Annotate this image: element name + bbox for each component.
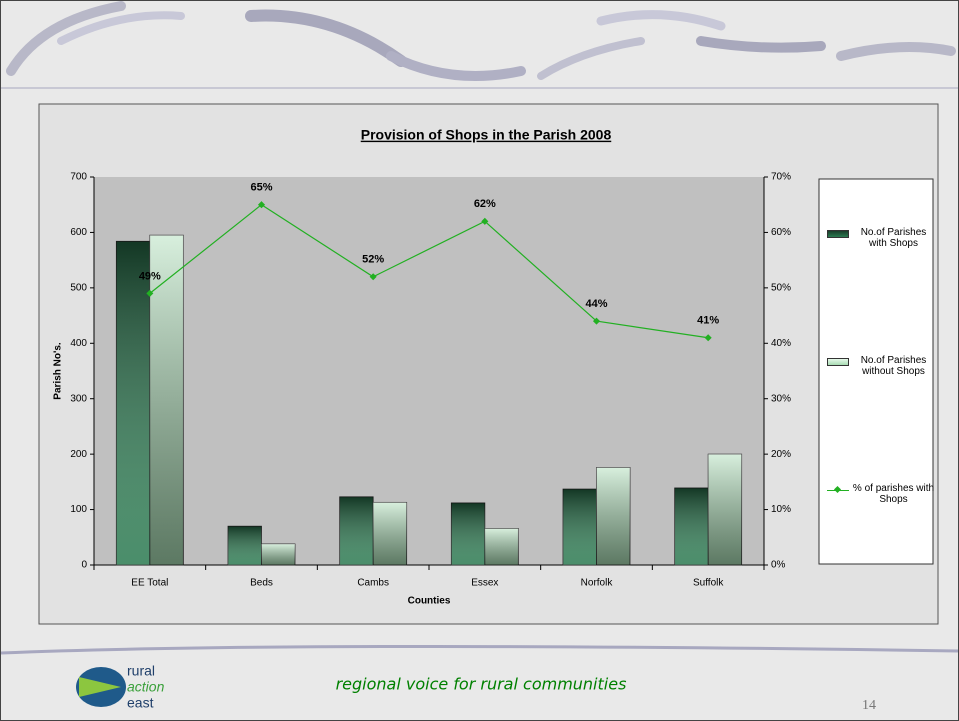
legend-key [827,230,849,238]
point [481,217,489,225]
y-tick-label: 200 [70,449,87,460]
data-label: 52% [362,254,384,266]
logo-text: east [127,695,154,711]
legend-label: No.of Parishes with Shops [860,227,927,249]
y-tick-label: 300 [70,393,87,404]
y2-tick-label: 30% [771,393,791,404]
bar-shade [484,528,519,565]
y2-tick-label: 10% [771,504,791,515]
legend-key [827,358,849,366]
bar-shade [228,526,262,565]
bar-shade [373,502,407,565]
x-tick-label: Suffolk [693,578,724,589]
legend-label: % of parishes with Shops [852,483,935,505]
bar-shade [563,489,597,565]
chart-title: Provision of Shops in the Parish 2008 [361,127,612,143]
logo-text: rural [127,663,155,679]
bar-shade [674,487,709,565]
logo-text: action [127,679,165,695]
bar-shade [339,496,374,565]
point [369,273,377,281]
bar-shade [149,235,184,565]
point [704,334,712,342]
bar-shade [116,241,150,565]
y-tick-label: 600 [70,227,87,238]
tagline: regional voice for rural communities [336,675,627,694]
y-tick-label: 400 [70,338,87,349]
y-axis-title: Parish No's. [53,342,64,400]
y-tick-label: 0 [81,560,87,571]
x-tick-label: Norfolk [581,578,614,589]
y-tick-label: 700 [70,172,87,183]
data-label: 44% [585,298,607,310]
logo: rural action east [76,663,165,711]
legend-item: No.of Parishes with Shops [827,227,935,249]
bar-shade [708,454,742,565]
data-label: 65% [250,182,272,194]
y2-tick-label: 60% [771,227,791,238]
legend-box [818,178,934,565]
legend-label: No.of Parishes without Shops [860,355,927,377]
point [592,317,601,325]
legend-key [827,485,849,494]
y2-tick-label: 40% [771,338,791,349]
x-tick-label: EE Total [131,578,168,589]
bar-shade [261,543,295,565]
point [257,201,266,209]
data-label: 62% [474,198,496,210]
legend-item: No.of Parishes without Shops [827,355,935,377]
y-tick-label: 500 [70,282,87,293]
bar-shade [596,467,630,565]
y-tick-label: 100 [70,504,87,515]
legend-item: % of parishes with Shops [827,483,935,505]
data-label: 49% [139,270,161,282]
y2-tick-label: 70% [771,172,791,183]
x-tick-label: Beds [250,578,273,589]
data-label: 41% [697,315,719,327]
y2-tick-label: 0% [771,560,786,571]
y2-tick-label: 20% [771,449,791,460]
point [146,289,154,297]
header-decoration [1,1,958,89]
plot-area [94,177,764,565]
x-axis-title: Counties [408,596,451,607]
y2-tick-label: 50% [771,282,791,293]
x-tick-label: Essex [471,578,498,589]
bar-shade [451,502,485,565]
line [149,203,709,339]
slide-number: 14 [862,698,876,713]
footer-rule [1,644,958,655]
legend: No.of Parishes with Shops No.of Parishes … [819,179,935,564]
x-tick-label: Cambs [357,578,389,589]
